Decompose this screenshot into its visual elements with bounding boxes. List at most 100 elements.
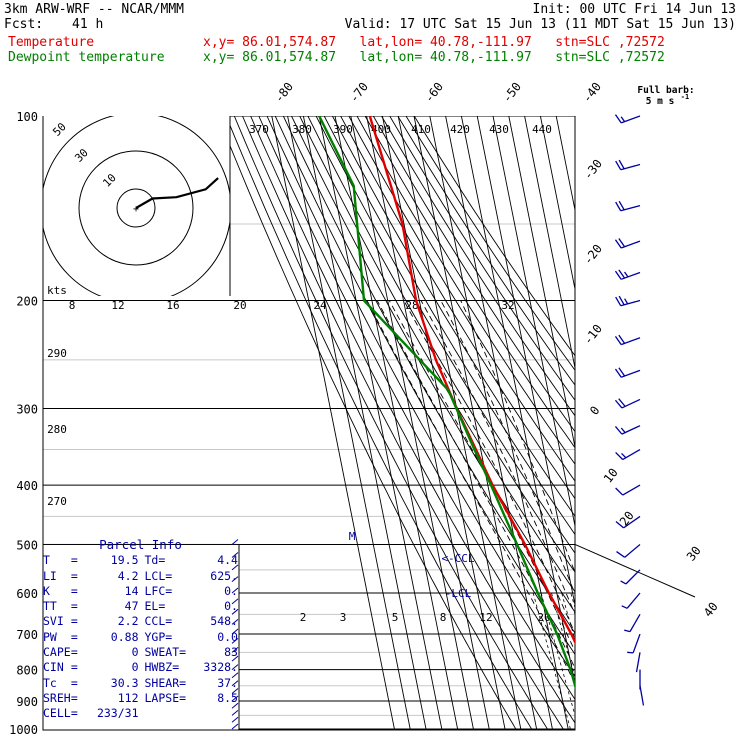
dry-adiabat-line	[364, 116, 575, 449]
wind-barb-flag	[618, 367, 626, 377]
wind-barb-flag	[615, 451, 624, 460]
wind-barb	[615, 484, 641, 496]
dry-adiabat-line	[242, 116, 564, 730]
temperature-legend: Temperature	[8, 35, 95, 50]
wind-barb	[615, 159, 641, 171]
parcel-equals: =	[70, 568, 78, 583]
parcel-edge-tick	[231, 628, 239, 635]
moist-adiabat-line	[460, 300, 575, 574]
theta-e-label: 12	[111, 299, 124, 312]
dry-adiabat-line	[266, 116, 575, 678]
parcel-l1: Tc	[43, 675, 57, 690]
pressure-tick-label: 100	[16, 110, 38, 124]
parcel-row: PW = 0.88 YGP= 0.0	[43, 630, 238, 645]
mixing-ratio-line	[551, 592, 575, 679]
wind-barb-staff	[639, 685, 645, 706]
theta-e-label: 28	[405, 299, 418, 312]
parcel-l1: K	[43, 583, 50, 598]
annotation-label: <-CCL	[441, 552, 474, 565]
wind-barb-flag	[614, 399, 623, 409]
parcel-edge-tick	[231, 680, 239, 687]
isotherm-label: -10	[581, 322, 605, 348]
pressure-tick-label: 500	[16, 538, 38, 552]
parcel-edge-tick	[231, 564, 239, 571]
wind-barb-flag	[615, 520, 625, 529]
parcel-edge-tick	[231, 709, 239, 716]
wind-barb	[624, 613, 641, 633]
wind-barb-flag	[615, 487, 624, 496]
pressure-tick-label: 600	[16, 587, 38, 601]
wind-barb	[627, 633, 641, 654]
isotherm-label: 10	[601, 466, 621, 486]
wind-barb	[615, 200, 641, 212]
model-title: 3km ARW-WRF -- NCAR/MMM	[4, 2, 185, 17]
wind-barb	[620, 569, 641, 585]
parcel-v1: 0	[131, 645, 139, 660]
parcel-row: LI = 4.2 LCL= 625.	[43, 569, 238, 584]
wind-barb-flag	[614, 336, 622, 345]
annotation-label: -LCL	[445, 587, 472, 600]
moist-adiabat-line	[420, 300, 575, 616]
theta-e-label: 24	[313, 299, 327, 312]
isotherm-label: -70	[347, 80, 371, 106]
wind-barb-flag	[620, 116, 626, 122]
mixing-ratio-label: 2	[300, 611, 307, 624]
wind-barb	[614, 114, 641, 124]
parcel-v2: 0.	[224, 583, 238, 598]
theta-e-label: 8	[69, 299, 76, 312]
parcel-l1: PW	[43, 629, 57, 644]
wind-barb-flag	[614, 368, 622, 378]
parcel-l1: TT	[43, 599, 57, 614]
parcel-edge-tick	[231, 618, 239, 625]
dry-adiabat-line	[274, 116, 575, 656]
annotation-label: M	[349, 530, 356, 543]
wind-barb-flag	[621, 605, 628, 609]
isotherm-line	[397, 116, 522, 730]
pressure-tick-label: 900	[16, 695, 38, 709]
dry-adiabat-line	[381, 116, 575, 417]
hodograph-ring	[116, 188, 156, 228]
dewpoint-trace	[318, 116, 575, 690]
dry-adiabat-line	[348, 116, 575, 482]
isotherm-line	[302, 116, 427, 730]
parcel-edge-tick	[231, 716, 239, 723]
parcel-edge-tick	[231, 647, 239, 653]
isotherm-line	[460, 116, 575, 687]
parcel-edge-tick	[231, 655, 239, 662]
isotherm-label: 30	[684, 544, 704, 564]
parcel-v1: 2.2	[117, 614, 139, 629]
isotherm-line	[271, 116, 396, 730]
mixing-ratio-line	[570, 592, 575, 610]
dry-adiabat-line	[258, 116, 575, 701]
dry-adiabat-line	[315, 116, 575, 554]
dry-adiabat-line	[250, 116, 575, 724]
dewpoint-location: x,y= 86.01,574.87 lat,lon= 40.78,-111.97…	[203, 50, 665, 65]
wind-barb-flag	[615, 201, 622, 212]
parcel-row: CAPE = 0 SWEAT= 83	[43, 645, 238, 660]
pressure-tick-label: 1000	[9, 723, 38, 737]
dewpoint-legend: Dewpoint temperature	[8, 50, 165, 65]
dry-adiabat-line	[356, 116, 575, 465]
parcel-v2: 4.4	[217, 553, 238, 568]
wind-barb-flag	[627, 651, 634, 654]
wind-barb	[614, 425, 641, 435]
dry-adiabat-line	[282, 116, 575, 634]
parcel-l2: LCL=	[144, 568, 173, 583]
dry-adiabat-line	[405, 116, 575, 372]
parcel-equals: =	[70, 660, 78, 675]
init-time: Init: 00 UTC Fri 14 Jun 13	[532, 2, 737, 17]
wind-barb-flag	[620, 580, 627, 585]
parcel-equals: =	[70, 599, 78, 614]
moist-adiabat-line	[388, 300, 575, 653]
parcel-l2: HWBZ=	[144, 660, 180, 675]
wind-barb-flag	[614, 270, 622, 280]
isotherm-line	[429, 116, 554, 730]
theta-e-label: 16	[166, 299, 179, 312]
hodograph-units: kts	[47, 284, 67, 297]
parcel-l2: SWEAT=	[144, 645, 187, 660]
parcel-edge-tick	[231, 608, 239, 615]
wind-barb-staff	[625, 569, 641, 585]
hodograph-trace	[135, 177, 219, 209]
parcel-v1: 0	[131, 660, 139, 675]
theta-e-label: 20	[233, 299, 246, 312]
